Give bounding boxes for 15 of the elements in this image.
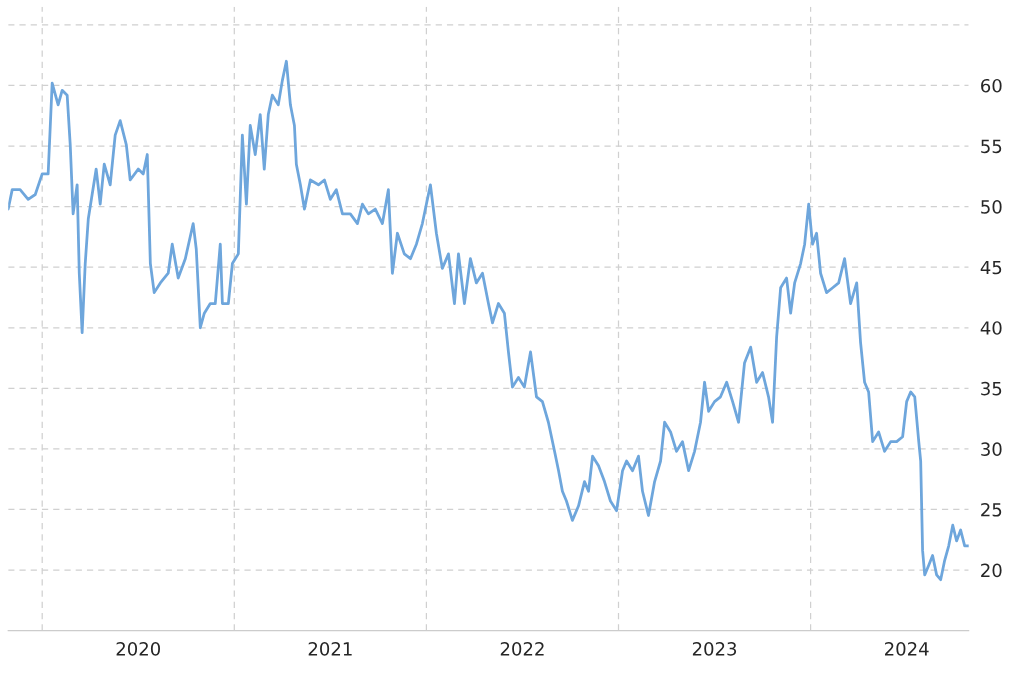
y-tick-label: 45 bbox=[980, 260, 1002, 275]
y-tick-label: 20 bbox=[981, 563, 1002, 578]
x-tick-label: 2024 bbox=[885, 642, 929, 656]
x-tick-label: 2023 bbox=[692, 642, 737, 656]
y-tick-label: 40 bbox=[980, 321, 1002, 335]
x-tick-label: 2021 bbox=[308, 642, 352, 656]
y-tick-label: 50 bbox=[981, 200, 1002, 214]
x-tick-label: 2020 bbox=[116, 642, 161, 656]
line-series bbox=[8, 59, 969, 582]
y-tick-label: 35 bbox=[981, 381, 1002, 396]
x-tick-label: 2022 bbox=[500, 642, 544, 656]
y-tick-label: 60 bbox=[981, 78, 1002, 93]
y-tick-label: 30 bbox=[981, 442, 1002, 457]
y-tick-label: 25 bbox=[981, 502, 1002, 517]
y-tick-label: 55 bbox=[981, 139, 1002, 154]
